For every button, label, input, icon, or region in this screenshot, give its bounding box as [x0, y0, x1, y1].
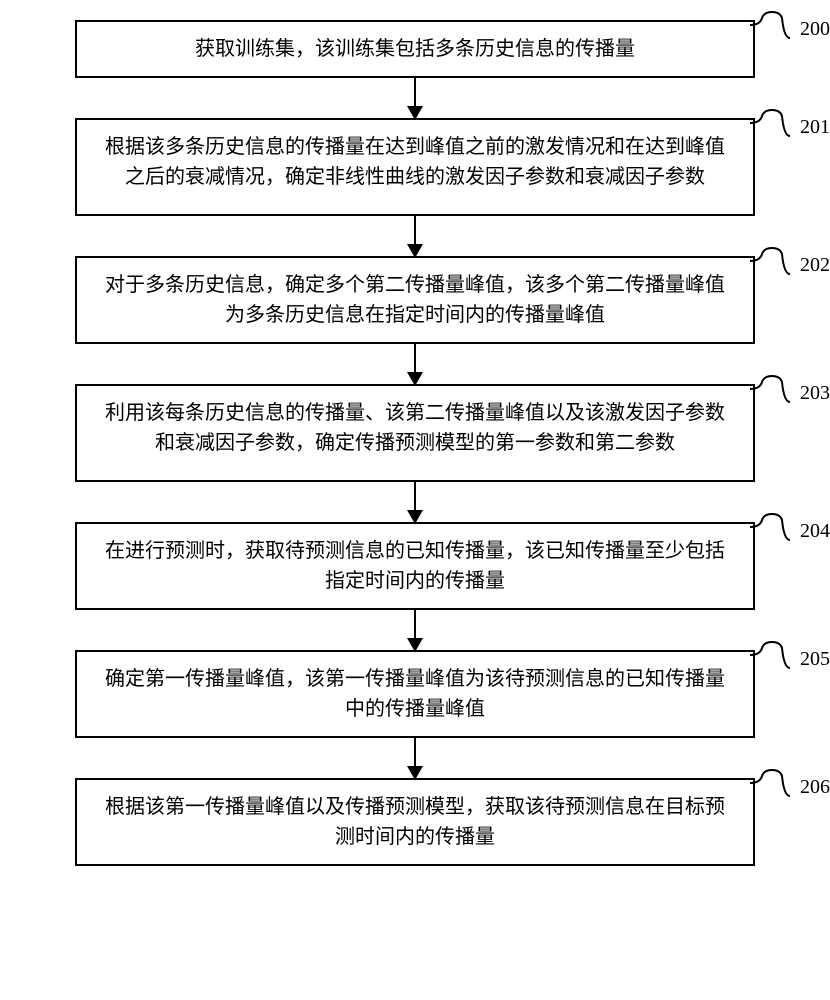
step-ref-label: 202: [800, 254, 830, 277]
step-ref-label: 201: [800, 116, 830, 139]
step-box-200: 获取训练集，该训练集包括多条历史信息的传播量: [75, 20, 755, 78]
flow-step: 根据该第一传播量峰值以及传播预测模型，获取该待预测信息在目标预测时间内的传播量 …: [30, 778, 800, 866]
step-ref-label: 200: [800, 18, 830, 41]
flow-step: 获取训练集，该训练集包括多条历史信息的传播量 200: [30, 20, 800, 78]
step-text: 根据该第一传播量峰值以及传播预测模型，获取该待预测信息在目标预测时间内的传播量: [105, 796, 725, 848]
step-text: 确定第一传播量峰值，该第一传播量峰值为该待预测信息的已知传播量中的传播量峰值: [105, 668, 725, 720]
callout-bracket-icon: [750, 768, 790, 798]
step-box-201: 根据该多条历史信息的传播量在达到峰值之前的激发情况和在达到峰值之后的衰减情况，确…: [75, 118, 755, 216]
callout-bracket-icon: [750, 512, 790, 542]
step-ref-label: 206: [800, 776, 830, 799]
step-text: 获取训练集，该训练集包括多条历史信息的传播量: [195, 38, 635, 60]
flow-step: 利用该每条历史信息的传播量、该第二传播量峰值以及该激发因子参数和衰减因子参数，确…: [30, 384, 800, 482]
step-box-204: 在进行预测时，获取待预测信息的已知传播量，该已知传播量至少包括指定时间内的传播量: [75, 522, 755, 610]
step-text: 根据该多条历史信息的传播量在达到峰值之前的激发情况和在达到峰值之后的衰减情况，确…: [105, 136, 725, 188]
callout-bracket-icon: [750, 108, 790, 138]
flow-step: 对于多条历史信息，确定多个第二传播量峰值，该多个第二传播量峰值为多条历史信息在指…: [30, 256, 800, 344]
flow-step: 确定第一传播量峰值，该第一传播量峰值为该待预测信息的已知传播量中的传播量峰值 2…: [30, 650, 800, 738]
flow-step: 在进行预测时，获取待预测信息的已知传播量，该已知传播量至少包括指定时间内的传播量…: [30, 522, 800, 610]
step-text: 在进行预测时，获取待预测信息的已知传播量，该已知传播量至少包括指定时间内的传播量: [105, 540, 725, 592]
step-ref-label: 204: [800, 520, 830, 543]
callout-bracket-icon: [750, 246, 790, 276]
step-box-206: 根据该第一传播量峰值以及传播预测模型，获取该待预测信息在目标预测时间内的传播量: [75, 778, 755, 866]
flow-arrow-icon: [414, 216, 416, 256]
step-box-202: 对于多条历史信息，确定多个第二传播量峰值，该多个第二传播量峰值为多条历史信息在指…: [75, 256, 755, 344]
callout-bracket-icon: [750, 10, 790, 40]
step-box-203: 利用该每条历史信息的传播量、该第二传播量峰值以及该激发因子参数和衰减因子参数，确…: [75, 384, 755, 482]
step-text: 对于多条历史信息，确定多个第二传播量峰值，该多个第二传播量峰值为多条历史信息在指…: [105, 274, 725, 326]
flow-arrow-icon: [414, 738, 416, 778]
step-text: 利用该每条历史信息的传播量、该第二传播量峰值以及该激发因子参数和衰减因子参数，确…: [105, 402, 725, 454]
step-ref-label: 203: [800, 382, 830, 405]
flow-arrow-icon: [414, 482, 416, 522]
flow-step: 根据该多条历史信息的传播量在达到峰值之前的激发情况和在达到峰值之后的衰减情况，确…: [30, 118, 800, 216]
flow-arrow-icon: [414, 344, 416, 384]
flow-arrow-icon: [414, 610, 416, 650]
step-ref-label: 205: [800, 648, 830, 671]
flowchart-container: 获取训练集，该训练集包括多条历史信息的传播量 200 根据该多条历史信息的传播量…: [30, 20, 800, 866]
callout-bracket-icon: [750, 374, 790, 404]
step-box-205: 确定第一传播量峰值，该第一传播量峰值为该待预测信息的已知传播量中的传播量峰值: [75, 650, 755, 738]
callout-bracket-icon: [750, 640, 790, 670]
flow-arrow-icon: [414, 78, 416, 118]
